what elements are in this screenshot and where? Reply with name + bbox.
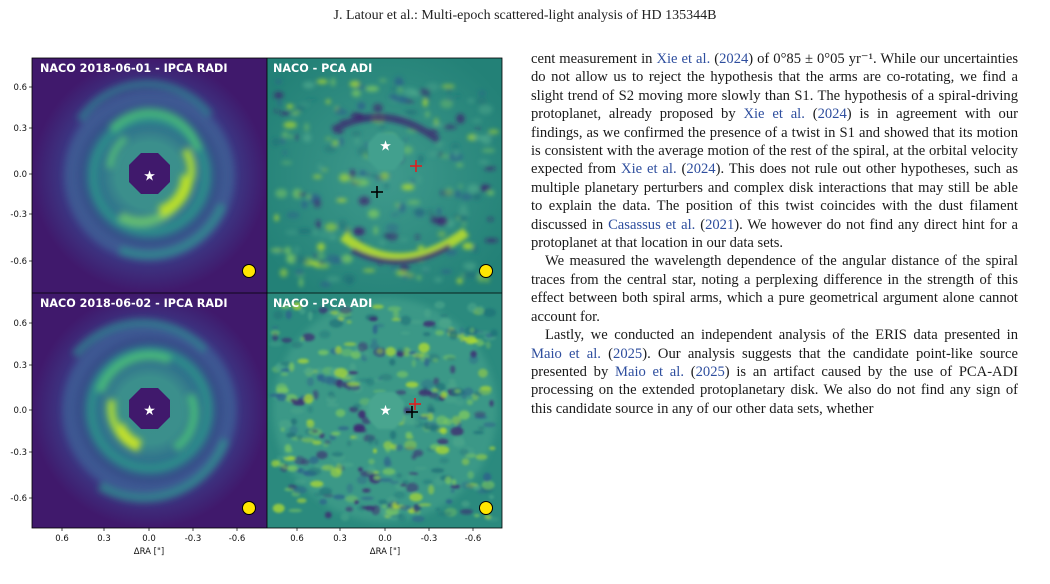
text-run: ). We however do not find any direct hin… bbox=[531, 216, 1019, 252]
citation-link[interactable]: Xie et al. bbox=[621, 161, 677, 178]
text-run: ( bbox=[804, 106, 818, 123]
text-run: ). Our analysis suggests that the candid… bbox=[531, 345, 1018, 380]
paragraph-1: cent measurement in Xie et al. (2024) of… bbox=[531, 50, 1018, 252]
y-tick-label: 0.6 bbox=[13, 83, 27, 93]
x-tick-label: 0.3 bbox=[333, 534, 347, 544]
panel-bottom-left: ★ NACO 2018-06-02 - IPCA RADI bbox=[32, 293, 267, 528]
text-run: ( bbox=[676, 161, 687, 178]
mask-octagon bbox=[129, 388, 170, 429]
x-axis-label: ΔRA ["] bbox=[134, 547, 164, 557]
y-axis-top: 0.6 0.3 0.0 -0.3 -0.6 bbox=[10, 83, 27, 267]
red-cross-marker bbox=[409, 398, 421, 410]
text-run: ). This does not rule out other hypothes… bbox=[531, 161, 1018, 233]
text-run: ( bbox=[710, 51, 720, 67]
x-axis-left: 0.6 0.3 0.0 -0.3 -0.6 ΔRA ["] bbox=[55, 534, 245, 557]
figure: ★ NACO 2018-06-01 - IPCA RADI ★ NACO - P… bbox=[10, 57, 503, 557]
black-cross-marker bbox=[406, 406, 418, 418]
y-tick-label: 0.6 bbox=[13, 319, 27, 329]
x-axis-right: 0.6 0.3 0.0 -0.3 -0.6 ΔRA ["] bbox=[290, 534, 481, 557]
beam-marker bbox=[479, 264, 493, 278]
beam-marker bbox=[479, 501, 493, 515]
text-run: ) is an artifact caused by the use of PC… bbox=[531, 363, 1018, 417]
text-run: ( bbox=[695, 216, 706, 233]
citation-link[interactable]: 2024 bbox=[686, 161, 716, 178]
x-axis-label: ΔRA ["] bbox=[370, 547, 400, 557]
panel-title: NACO 2018-06-01 - IPCA RADI bbox=[40, 62, 227, 75]
citation-link[interactable]: 2025 bbox=[695, 363, 725, 380]
y-tick-label: 0.0 bbox=[13, 170, 27, 180]
panel-title: NACO - PCA ADI bbox=[273, 297, 372, 310]
x-tick-label: -0.6 bbox=[465, 534, 482, 544]
y-tick-label: -0.6 bbox=[10, 494, 27, 504]
mask-octagon bbox=[129, 153, 170, 194]
x-tick-label: 0.3 bbox=[97, 534, 111, 544]
panel-title: NACO 2018-06-02 - IPCA RADI bbox=[40, 297, 227, 310]
text-run: ) of 0°85 ± 0°05 yr⁻¹. While our uncerta… bbox=[531, 51, 1018, 123]
star-marker: ★ bbox=[143, 403, 156, 419]
text-run: ( bbox=[600, 345, 614, 362]
y-tick-label: -0.6 bbox=[10, 257, 27, 267]
x-tick-label: 0.0 bbox=[378, 534, 392, 544]
citation-link[interactable]: 2024 bbox=[719, 51, 749, 67]
star-marker: ★ bbox=[379, 139, 392, 155]
citation-link[interactable]: Xie et al. bbox=[743, 106, 805, 123]
text-run: ( bbox=[683, 363, 696, 380]
panel-title: NACO - PCA ADI bbox=[273, 62, 372, 75]
x-tick-label: 0.6 bbox=[290, 534, 304, 544]
star-marker: ★ bbox=[143, 169, 156, 185]
x-tick-label: -0.3 bbox=[185, 534, 202, 544]
x-tick-label: 0.0 bbox=[142, 534, 156, 544]
panel-bottom-right: ★ NACO - PCA ADI bbox=[267, 293, 502, 528]
text-run: Lastly, we conducted an independent anal… bbox=[545, 327, 1018, 344]
x-tick-label: -0.6 bbox=[229, 534, 246, 544]
beam-marker bbox=[242, 264, 256, 278]
paragraph-3: Lastly, we conducted an independent anal… bbox=[531, 326, 1018, 418]
text-run: ) is in agreement with our findings, as … bbox=[531, 106, 1018, 178]
citation-link[interactable]: 2024 bbox=[817, 106, 847, 123]
y-tick-label: -0.3 bbox=[10, 210, 27, 220]
mask-octagon bbox=[368, 392, 404, 429]
x-tick-label: 0.6 bbox=[55, 534, 69, 544]
running-head: J. Latour et al.: Multi-epoch scattered-… bbox=[333, 8, 717, 23]
citation-link[interactable]: 2021 bbox=[705, 216, 735, 233]
y-tick-label: -0.3 bbox=[10, 448, 27, 458]
text-run: cent measurement in bbox=[531, 51, 657, 67]
beam-marker bbox=[242, 501, 256, 515]
citation-link[interactable]: Xie et al. bbox=[656, 51, 711, 67]
panel-top-left: ★ NACO 2018-06-01 - IPCA RADI bbox=[32, 58, 267, 293]
mask-octagon bbox=[368, 133, 404, 170]
paragraph-2: We measured the wavelength dependence of… bbox=[531, 253, 1018, 325]
body-text: cent measurement in Xie et al. (2024) of… bbox=[531, 50, 1018, 418]
citation-link[interactable]: Casassus et al. bbox=[608, 216, 696, 233]
citation-link[interactable]: Maio et al. bbox=[531, 345, 601, 362]
red-cross-marker bbox=[410, 160, 422, 172]
star-marker: ★ bbox=[379, 403, 392, 419]
y-axis-bottom: 0.6 0.3 0.0 -0.3 -0.6 bbox=[10, 319, 27, 504]
black-cross-marker bbox=[371, 186, 383, 198]
x-tick-label: -0.3 bbox=[421, 534, 438, 544]
y-tick-label: 0.0 bbox=[13, 406, 27, 416]
y-tick-label: 0.3 bbox=[13, 124, 27, 134]
citation-link[interactable]: Maio et al. bbox=[614, 363, 684, 380]
y-tick-label: 0.3 bbox=[13, 361, 27, 371]
citation-link[interactable]: 2025 bbox=[613, 345, 643, 362]
panel-top-right: ★ NACO - PCA ADI bbox=[267, 58, 502, 293]
